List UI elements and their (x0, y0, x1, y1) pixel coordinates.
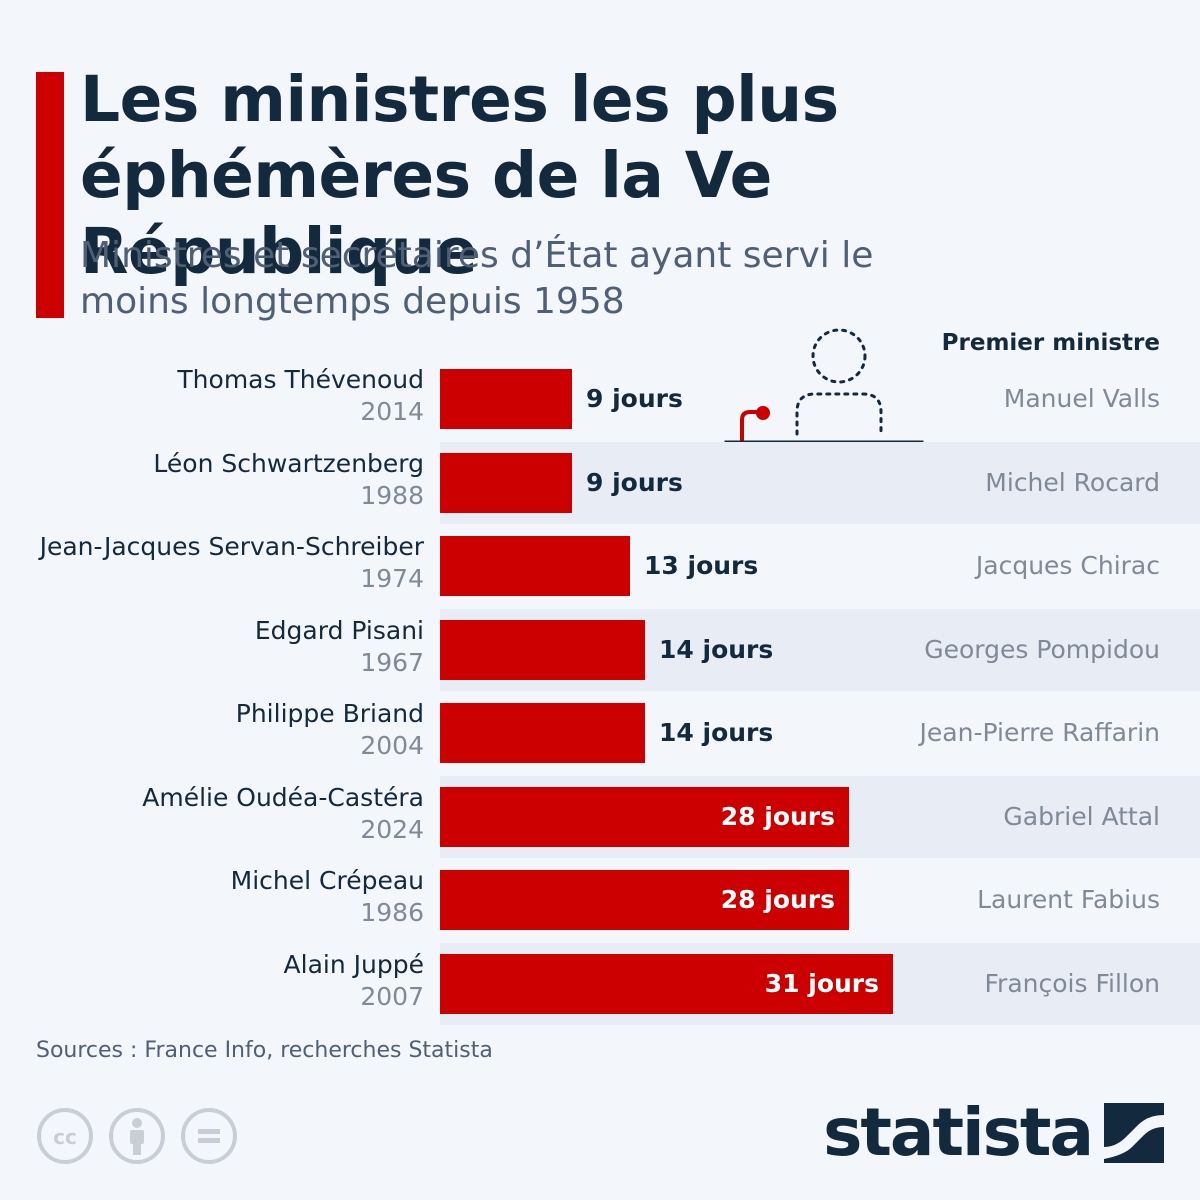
minister-year: 1986 (360, 898, 424, 927)
minister-name: Michel Crépeau (230, 866, 424, 895)
premier-ministre-header: Premier ministre (941, 330, 1160, 356)
minister-year: 2007 (360, 981, 424, 1011)
chart-row: Léon Schwartzenberg 1988 9 jours Michel Roc… (0, 441, 1200, 524)
chart-row: Michel Crépeau 1986 28 jours Laurent Fabius (0, 858, 1200, 941)
value-label: 14 jours (659, 718, 774, 747)
value-label: 9 jours (586, 467, 683, 497)
minister-year: 2014 (360, 397, 424, 426)
minister-name: Jean-Jacques Servan-Schreiber (39, 532, 424, 561)
value-label: 13 jours (644, 551, 759, 580)
bar (440, 786, 849, 847)
premier-ministre-name: Gabriel Attal (1003, 801, 1160, 831)
bar (440, 703, 645, 763)
minister-name: Amélie Oudéa-Castéra (142, 782, 424, 812)
bar (440, 369, 572, 429)
chart-row: Thomas Thévenoud 2014 9 jours Manuel Valls (0, 357, 1200, 440)
chart-row: Edgard Pisani 1967 14 jours Georges Pompido… (0, 608, 1200, 691)
minister-year: 1974 (360, 564, 424, 593)
svg-text:cc: cc (53, 1125, 77, 1149)
bar (440, 953, 893, 1014)
minister-name: Edgard Pisani (254, 615, 424, 645)
chart-subtitle: Ministres et secrétaires d’État ayant se… (80, 235, 874, 322)
minister-year: 2004 (360, 731, 424, 760)
bar (440, 452, 572, 513)
value-label: 9 jours (586, 384, 683, 413)
license-icons: cc (36, 1107, 238, 1165)
chart-row: Jean-Jacques Servan-Schreiber 1974 13 jour… (0, 524, 1200, 607)
no-derivatives-icon[interactable] (180, 1107, 238, 1165)
cc-icon[interactable]: cc (36, 1107, 94, 1165)
minister-name: Thomas Thévenoud (177, 365, 424, 394)
premier-ministre-name: Jacques Chirac (975, 551, 1160, 580)
attribution-icon[interactable] (108, 1107, 166, 1165)
statista-logo[interactable]: statista (823, 1100, 1164, 1166)
minister-year: 2024 (360, 814, 424, 844)
premier-ministre-name: Georges Pompidou (924, 634, 1160, 664)
chart-title: Les ministres les plus éphémères de la V… (80, 63, 839, 288)
minister-name: Alain Juppé (283, 949, 424, 979)
title-accent-bar (36, 72, 64, 318)
bar (440, 536, 630, 596)
minister-year: 1967 (360, 647, 424, 677)
value-label: 28 jours (720, 885, 835, 914)
chart-row: Philippe Briand 2004 14 jours Jean-Pierre R… (0, 691, 1200, 774)
statista-logo-icon (1104, 1103, 1164, 1163)
premier-ministre-name: Laurent Fabius (977, 885, 1160, 914)
premier-ministre-name: Michel Rocard (985, 467, 1160, 497)
statista-wordmark: statista (823, 1094, 1094, 1171)
source-note: Sources : France Info, recherches Statis… (36, 1038, 493, 1063)
value-label: 31 jours (764, 968, 879, 998)
bar (440, 619, 645, 680)
premier-ministre-name: François Fillon (984, 968, 1160, 998)
minister-name: Philippe Briand (235, 699, 424, 728)
bar (440, 870, 849, 930)
minister-name: Léon Schwartzenberg (153, 448, 424, 478)
minister-year: 1988 (360, 480, 424, 510)
chart-row: Amélie Oudéa-Castéra 2024 28 jours Gabriel … (0, 775, 1200, 858)
chart-row: Alain Juppé 2007 31 jours François Fillon (0, 942, 1200, 1025)
premier-ministre-name: Manuel Valls (1003, 384, 1160, 413)
premier-ministre-name: Jean-Pierre Raffarin (919, 718, 1160, 747)
value-label: 28 jours (720, 801, 835, 831)
value-label: 14 jours (659, 634, 774, 664)
